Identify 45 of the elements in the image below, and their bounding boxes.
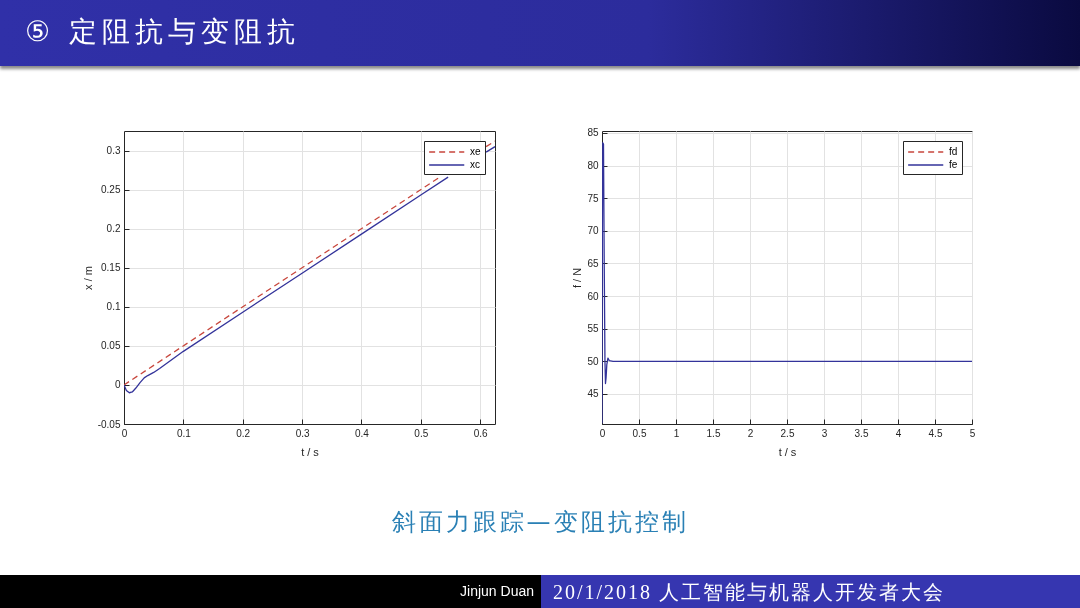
y-tick-label: 45 bbox=[587, 388, 599, 400]
y-tick-label: 0.1 bbox=[106, 301, 121, 313]
text: Jinjun Duan bbox=[460, 583, 534, 600]
legend-label: xc bbox=[470, 159, 480, 170]
y-axis-title: x / m bbox=[81, 266, 94, 290]
x-tick-label: 0.5 bbox=[632, 427, 647, 439]
y-tick-label: -0.05 bbox=[97, 418, 121, 430]
y-tick-label: 75 bbox=[587, 192, 599, 204]
x-tick-label: 5 bbox=[969, 427, 976, 439]
y-tick-label: 80 bbox=[587, 160, 599, 172]
text: ⑤ 定阻抗与变阻抗 bbox=[25, 14, 301, 50]
x-tick-label: 3 bbox=[821, 427, 828, 439]
y-tick-label: 0.05 bbox=[101, 340, 121, 352]
x-tick-label: 3.5 bbox=[854, 427, 869, 439]
x-tick-label: 1 bbox=[673, 427, 680, 439]
x-tick-label: 2 bbox=[747, 427, 754, 439]
x-tick-label: 0.5 bbox=[414, 427, 429, 439]
x-axis-title: t / s bbox=[778, 445, 797, 458]
x-tick-label: 4 bbox=[895, 427, 902, 439]
text: 斜面力跟踪—变阻抗控制 bbox=[391, 507, 689, 538]
y-axis-title: f / N bbox=[571, 267, 584, 289]
y-tick-label: 0.15 bbox=[101, 262, 121, 274]
legend-label: xe bbox=[470, 146, 481, 157]
y-tick-label: 0.3 bbox=[106, 145, 121, 157]
x-axis-title: t / s bbox=[301, 445, 320, 458]
y-tick-label: 0.25 bbox=[101, 184, 121, 196]
y-tick-label: 85 bbox=[587, 127, 599, 139]
y-tick-label: 60 bbox=[587, 290, 599, 302]
x-tick-label: 2.5 bbox=[780, 427, 795, 439]
x-tick-label: 0.6 bbox=[473, 427, 489, 439]
y-tick-label: 50 bbox=[587, 355, 599, 367]
y-tick-label: 65 bbox=[587, 257, 599, 269]
x-tick-label: 0.3 bbox=[295, 427, 310, 439]
x-tick-label: 1.5 bbox=[706, 427, 721, 439]
x-tick-label: 0.4 bbox=[354, 427, 370, 439]
y-tick-label: 70 bbox=[587, 225, 599, 237]
legend-label: fd bbox=[949, 146, 958, 157]
y-tick-label: 0.2 bbox=[106, 223, 121, 235]
y-tick-label: 55 bbox=[587, 323, 599, 335]
x-tick-label: 0.1 bbox=[176, 427, 192, 439]
legend-label: fe bbox=[949, 159, 958, 170]
text: 20/1/2018 人工智能与机器人开发者大会 bbox=[553, 580, 946, 605]
x-tick-label: 4.5 bbox=[928, 427, 943, 439]
x-tick-label: 0.2 bbox=[236, 427, 251, 439]
y-tick-label: 0 bbox=[114, 379, 121, 391]
